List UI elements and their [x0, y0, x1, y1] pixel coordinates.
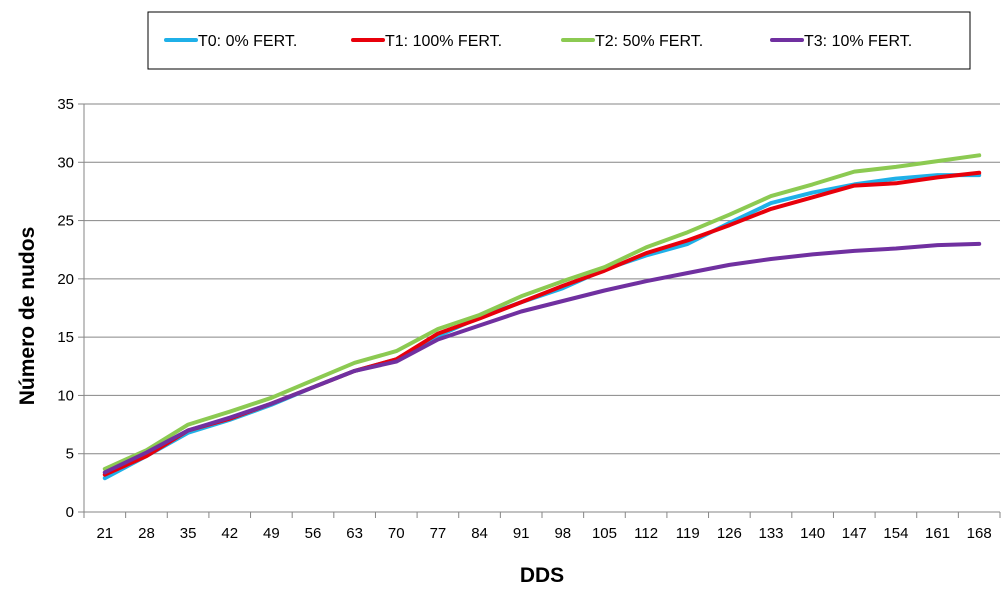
x-tick-label: 112 [634, 525, 658, 542]
series-line-1 [102, 170, 982, 477]
legend-box [147, 11, 971, 70]
x-tick-label: 21 [96, 525, 113, 542]
legend-label-0: T0: 0% FERT. [198, 33, 297, 50]
y-tick-label: 30 [57, 154, 74, 171]
x-tick-label: 84 [471, 525, 488, 542]
x-tick-label: 161 [925, 525, 950, 542]
y-tick-label: 25 [57, 213, 74, 230]
x-tick-label: 56 [305, 525, 322, 542]
legend-label-3: T3: 10% FERT. [804, 33, 912, 50]
x-axis-title: DDS [520, 564, 564, 587]
y-tick-label: 15 [57, 329, 74, 346]
y-axis-ticks: 0 5 10 15 20 25 30 35 [57, 96, 84, 521]
x-tick-label: 147 [842, 525, 867, 542]
legend-label-2: T2: 50% FERT. [595, 33, 703, 50]
x-tick-label: 105 [592, 525, 617, 542]
x-tick-label: 63 [346, 525, 363, 542]
y-tick-label: 35 [57, 96, 74, 113]
series-line-3 [102, 241, 982, 475]
y-tick-label: 5 [66, 446, 74, 463]
x-tick-label: 168 [967, 525, 992, 542]
x-tick-label: 49 [263, 525, 280, 542]
x-tick-label: 70 [388, 525, 405, 542]
y-axis-title: Número de nudos [16, 227, 39, 406]
x-tick-label: 42 [221, 525, 238, 542]
x-tick-label: 133 [758, 525, 783, 542]
legend-label-1: T1: 100% FERT. [385, 33, 502, 50]
x-axis-ticks: 21 28 35 42 49 56 63 70 77 84 91 98 105 112 119 126 133 1… [83, 512, 1001, 542]
series-lines [102, 153, 982, 481]
x-tick-label: 91 [513, 525, 530, 542]
legend: T0: 0% FERT. T1: 100% FERT. T2: 50% FERT. T… [147, 11, 971, 70]
x-tick-label: 154 [883, 525, 908, 542]
x-tick-label: 98 [554, 525, 571, 542]
x-tick-label: 140 [800, 525, 825, 542]
x-tick-label: 28 [138, 525, 155, 542]
x-tick-label: 126 [717, 525, 742, 542]
y-tick-label: 0 [66, 504, 74, 521]
y-tick-label: 10 [57, 387, 74, 404]
x-tick-label: 35 [180, 525, 197, 542]
x-tick-label: 119 [676, 525, 700, 542]
series-line-2 [102, 153, 982, 471]
y-tick-label: 20 [57, 271, 74, 288]
gridlines [84, 103, 1000, 455]
axes [83, 104, 1000, 513]
x-tick-label: 77 [430, 525, 447, 542]
